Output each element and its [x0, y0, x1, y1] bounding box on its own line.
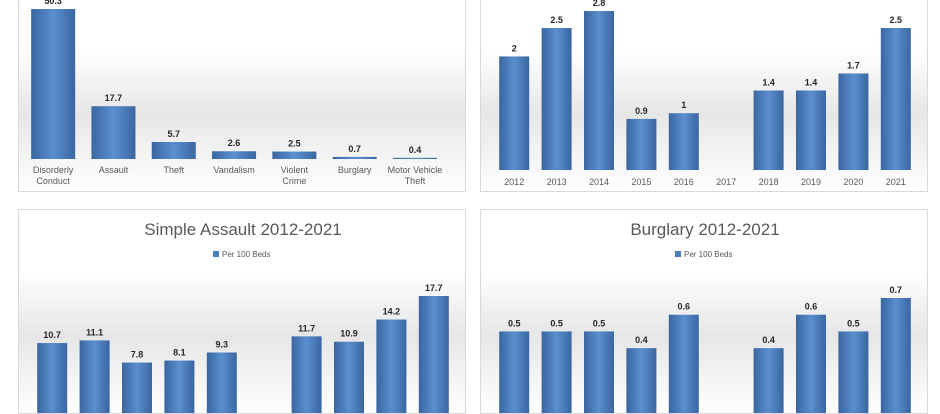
bar: [334, 341, 364, 413]
x-tick-label: 2018: [759, 177, 779, 187]
data-label: 2: [512, 43, 517, 53]
bar: [418, 296, 449, 413]
bar: [541, 28, 572, 171]
data-label: 10.9: [340, 329, 358, 339]
x-tick-label: Disorderly Conduct: [33, 165, 74, 186]
data-label: 0.4: [635, 335, 648, 345]
bar: [626, 118, 657, 170]
data-label: 0.5: [550, 318, 563, 328]
data-label: 0.5: [508, 318, 521, 328]
bar: [668, 113, 699, 170]
x-tick-label: 2012: [504, 177, 524, 187]
x-tick-label: 2014: [589, 177, 609, 187]
bar: [499, 331, 530, 413]
bar: [753, 90, 784, 170]
data-label: 0.5: [593, 318, 606, 328]
bar: [796, 314, 826, 413]
bar: [212, 151, 257, 159]
data-label: 17.7: [425, 283, 443, 293]
bar: [272, 151, 317, 159]
x-tick-label: 2013: [547, 177, 567, 187]
data-label: 2.5: [550, 15, 563, 25]
data-label: 0.4: [762, 335, 775, 345]
x-tick-label: Vandalism: [213, 165, 254, 175]
bar: [392, 157, 437, 159]
x-tick-label: 2016: [674, 177, 694, 187]
bar: [541, 331, 572, 413]
bar: [164, 360, 195, 413]
x-tick-label: Assault: [99, 165, 129, 175]
bar: [79, 340, 110, 413]
data-label: 50.3: [44, 0, 62, 6]
data-label: 9.3: [216, 339, 229, 349]
bar: [880, 298, 911, 413]
bar: [291, 336, 322, 413]
bar: [499, 56, 530, 170]
bar: [31, 9, 76, 159]
panel-offense-totals: 50.3 Disorderly Conduct 17.7 Assault 5.7 Theft…: [18, 0, 466, 192]
data-label: 11.1: [86, 327, 103, 337]
data-label: 1: [681, 100, 686, 110]
bar: [151, 142, 196, 159]
bar: [880, 28, 911, 171]
bar: [376, 319, 407, 413]
bar: [584, 11, 614, 170]
panel-yearly-chart: 2 2012 2.5 2013 2.8 2014 0.9 2015 1 2016 2017 1.4 20…: [480, 0, 928, 192]
bar: [37, 343, 68, 413]
chart-svg: 50.3 Disorderly Conduct 17.7 Assault 5.7 Theft…: [31, 0, 443, 186]
bar: [206, 352, 237, 413]
legend-swatch: [213, 251, 219, 257]
data-label: 2.6: [228, 138, 241, 148]
bar: [668, 314, 699, 413]
x-tick-label: Motor Vehicle Theft: [388, 165, 443, 186]
data-label: 17.7: [105, 93, 123, 103]
x-tick-label: Burglary: [338, 165, 372, 175]
bar: [838, 73, 869, 170]
data-label: 0.6: [678, 302, 691, 312]
data-label: 0.6: [805, 302, 818, 312]
legend-label: Per 100 Beds: [684, 250, 732, 259]
chart-title: Burglary 2012-2021: [630, 220, 779, 239]
data-label: 2.5: [288, 139, 301, 149]
bar: [796, 90, 826, 170]
data-label: 5.7: [167, 129, 180, 139]
data-label: 10.7: [43, 330, 61, 340]
x-tick-label: Violent Crime: [281, 165, 309, 186]
bar: [332, 156, 377, 159]
chart-svg: 2 2012 2.5 2013 2.8 2014 0.9 2015 1 2016 2017 1.4 20…: [499, 0, 911, 187]
data-label: 0.9: [635, 106, 648, 116]
data-label: 0.7: [348, 144, 361, 154]
chart-title: Simple Assault 2012-2021: [144, 220, 342, 239]
x-tick-label: 2021: [886, 177, 906, 187]
bar: [753, 348, 784, 413]
data-label: 8.1: [173, 348, 186, 358]
x-tick-label: Theft: [163, 165, 184, 175]
legend-label: Per 100 Beds: [222, 250, 270, 259]
bar: [838, 331, 869, 413]
x-tick-label: 2015: [631, 177, 651, 187]
data-label: 11.7: [298, 323, 315, 333]
x-tick-label: 2019: [801, 177, 821, 187]
data-label: 0.7: [890, 285, 903, 295]
bar: [626, 348, 657, 413]
data-label: 0.5: [847, 318, 860, 328]
data-label: 0.4: [409, 145, 422, 155]
x-tick-label: 2017: [716, 177, 736, 187]
bar: [122, 362, 152, 413]
data-label: 1.4: [762, 78, 775, 88]
data-label: 1.4: [805, 78, 818, 88]
chart-svg: Simple Assault 2012-2021 Per 100 Beds 10.7…: [37, 220, 449, 413]
data-label: 2.8: [593, 0, 606, 8]
data-label: 1.7: [847, 60, 860, 70]
x-tick-label: 2020: [843, 177, 863, 187]
data-label: 7.8: [131, 350, 144, 360]
data-label: 14.2: [383, 307, 401, 317]
legend-swatch: [675, 251, 681, 257]
data-label: 2.5: [890, 15, 903, 25]
panel-simple-assault: Simple Assault 2012-2021 Per 100 Beds 10.7…: [18, 209, 466, 414]
bar: [91, 106, 136, 159]
bar: [584, 331, 614, 413]
